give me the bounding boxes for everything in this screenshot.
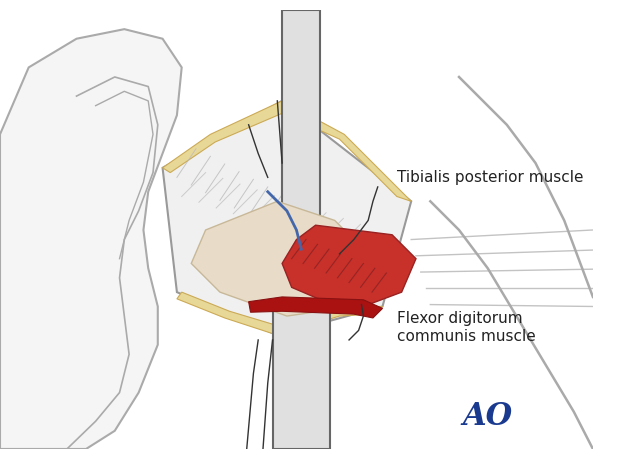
Text: AO: AO (463, 401, 513, 432)
Text: Tibialis posterior muscle: Tibialis posterior muscle (397, 170, 583, 185)
Text: Flexor digitorum
communis muscle: Flexor digitorum communis muscle (397, 311, 536, 344)
Polygon shape (234, 259, 363, 283)
Polygon shape (0, 29, 182, 449)
Polygon shape (162, 101, 411, 335)
Polygon shape (191, 202, 383, 316)
Polygon shape (282, 225, 416, 307)
Polygon shape (249, 297, 383, 318)
Polygon shape (162, 101, 411, 202)
Polygon shape (282, 10, 321, 230)
Polygon shape (273, 278, 330, 449)
Polygon shape (177, 292, 383, 335)
